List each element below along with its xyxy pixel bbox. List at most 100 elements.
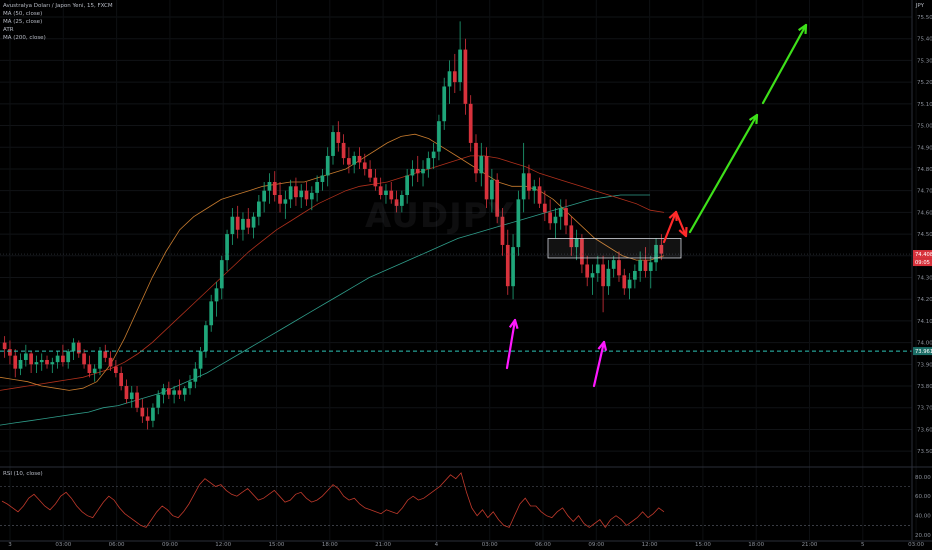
candle-body bbox=[257, 201, 261, 217]
candle-body bbox=[378, 186, 383, 196]
last-price-label-bg bbox=[913, 250, 932, 259]
candle-body bbox=[394, 199, 399, 206]
candle-body bbox=[304, 190, 309, 200]
candle-body bbox=[39, 359, 44, 363]
candle-body bbox=[405, 175, 409, 196]
y-tick-label: 74.000 bbox=[917, 341, 932, 347]
candle-body bbox=[87, 364, 92, 374]
x-tick-label: 03:00 bbox=[908, 542, 924, 548]
y-tick-label: 75.400 bbox=[917, 37, 932, 43]
candle-body bbox=[50, 362, 55, 365]
rsi-title[interactable]: RSI (10, close) bbox=[3, 471, 43, 477]
candle-body bbox=[325, 155, 330, 176]
candle-body bbox=[580, 238, 584, 265]
candle-body bbox=[426, 158, 431, 169]
candle-body bbox=[235, 216, 240, 230]
symbol-watermark: AUDJPY bbox=[365, 196, 515, 236]
candle-body bbox=[511, 247, 515, 287]
candle-body bbox=[431, 151, 436, 159]
candle-body bbox=[484, 155, 489, 200]
target-arrow-1-head bbox=[748, 113, 759, 125]
candle-body bbox=[204, 325, 208, 352]
x-tick-label: 4 bbox=[435, 542, 439, 548]
candle-body bbox=[558, 208, 563, 217]
candle-body bbox=[654, 244, 658, 263]
countdown-label: 09:05 bbox=[915, 260, 930, 266]
candle-body bbox=[458, 49, 462, 83]
candle-body bbox=[114, 366, 118, 374]
candle-body bbox=[13, 355, 18, 369]
candle-body bbox=[399, 195, 404, 206]
indicator-ma200[interactable]: MA (200, close) bbox=[3, 35, 46, 41]
indicator-ma50[interactable]: MA (50, close) bbox=[3, 11, 43, 17]
resistance-box bbox=[547, 238, 682, 259]
rsi-tick-label: 20.00 bbox=[915, 533, 931, 539]
candle-body bbox=[564, 208, 568, 226]
target-arrow-1 bbox=[688, 113, 759, 234]
symbol-title[interactable]: Avustralya Doları / Japon Yeni, 15, FXCM bbox=[3, 3, 113, 9]
candle-body bbox=[463, 49, 468, 104]
candle-body bbox=[574, 238, 579, 248]
candle-body bbox=[251, 216, 256, 228]
candle-body bbox=[294, 186, 298, 198]
candle-body bbox=[156, 394, 161, 408]
candle-body bbox=[648, 262, 653, 271]
x-tick-label: 06:00 bbox=[109, 542, 125, 548]
candle-body bbox=[627, 279, 632, 289]
candle-body bbox=[336, 132, 341, 143]
y-tick-label: 75.300 bbox=[917, 58, 932, 64]
countdown-label-bg bbox=[913, 258, 932, 267]
annotations bbox=[0, 23, 912, 388]
candle-body bbox=[135, 392, 139, 408]
candle-body bbox=[452, 71, 457, 83]
x-tick-label: 09:00 bbox=[588, 542, 604, 548]
indicator-ma25[interactable]: MA (25, close) bbox=[3, 19, 43, 25]
rsi-tick-label: 60.00 bbox=[915, 494, 931, 500]
candle-body bbox=[590, 273, 595, 278]
candle-body bbox=[527, 173, 531, 191]
x-tick-label: 15:00 bbox=[269, 542, 285, 548]
candle-body bbox=[45, 359, 49, 365]
x-tick-label: 03:00 bbox=[55, 542, 71, 548]
candle-body bbox=[34, 362, 39, 365]
projection-arrow-down bbox=[674, 210, 688, 238]
candle-body bbox=[468, 103, 473, 143]
target-arrow-2 bbox=[761, 23, 808, 105]
candle-body bbox=[29, 353, 33, 365]
candle-body bbox=[299, 190, 304, 198]
x-tick-label: 3 bbox=[8, 542, 12, 548]
candle-body bbox=[283, 199, 288, 204]
scale-unit[interactable]: JPY bbox=[915, 3, 924, 9]
candle-body bbox=[553, 216, 558, 224]
candle-body bbox=[516, 199, 521, 248]
candle-body bbox=[151, 407, 155, 421]
candle-body bbox=[633, 270, 637, 280]
candle-body bbox=[288, 186, 293, 200]
candle-body bbox=[368, 168, 372, 178]
y-tick-label: 75.200 bbox=[917, 80, 932, 86]
x-tick-label: 09:00 bbox=[162, 542, 178, 548]
x-tick-label: 03:00 bbox=[482, 542, 498, 548]
candle-body bbox=[108, 357, 113, 367]
candle-body bbox=[384, 190, 388, 196]
x-tick-label: 15:00 bbox=[695, 542, 711, 548]
rsi-panel bbox=[0, 472, 912, 529]
candle-body bbox=[177, 390, 182, 395]
y-tick-label: 73.800 bbox=[917, 384, 932, 390]
candle-body bbox=[320, 175, 325, 182]
candle-body bbox=[532, 186, 537, 191]
candle-body bbox=[119, 373, 124, 387]
bottom-arrow-2 bbox=[592, 340, 606, 388]
indicator-atr[interactable]: ATR bbox=[3, 27, 14, 33]
last-price-label: 74.408 bbox=[915, 252, 932, 258]
candle-body bbox=[278, 195, 282, 204]
candle-body bbox=[495, 179, 500, 217]
candle-body bbox=[309, 192, 314, 200]
candle-body bbox=[209, 301, 214, 326]
candle-body bbox=[479, 155, 484, 174]
candle-body bbox=[182, 388, 187, 395]
candle-body bbox=[537, 186, 542, 204]
candle-body bbox=[569, 225, 574, 248]
candle-body bbox=[442, 86, 447, 122]
